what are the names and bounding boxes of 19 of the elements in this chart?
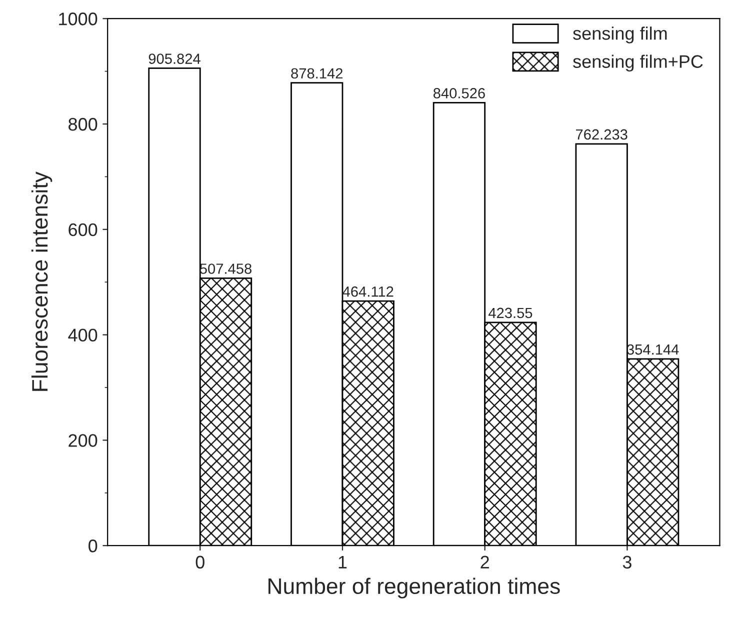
data-label: 423.55 (488, 308, 532, 318)
legend-label: sensing film+PC (573, 54, 703, 72)
x-tick-label: 0 (196, 556, 204, 569)
y-tick-label: 600 (68, 223, 98, 236)
y-tick-label: 400 (68, 328, 98, 342)
data-label: 840.526 (434, 88, 485, 98)
y-tick-label: 200 (68, 434, 98, 447)
data-label: 762.233 (576, 129, 628, 140)
x-tick-label: 3 (622, 556, 632, 569)
x-axis-title: Number of regeneration times (268, 578, 560, 598)
y-tick-label: 1000 (59, 12, 98, 26)
x-tick-label: 1 (338, 556, 347, 568)
x-tick-label: 2 (480, 556, 489, 568)
legend-label: sensing film (573, 26, 667, 44)
data-label: 905.824 (148, 54, 200, 64)
y-axis-title: Fluorescence intensity (31, 172, 52, 391)
y-tick-label: 0 (88, 540, 98, 552)
y-tick-label: 800 (68, 118, 98, 131)
data-label: 878.142 (291, 68, 342, 79)
